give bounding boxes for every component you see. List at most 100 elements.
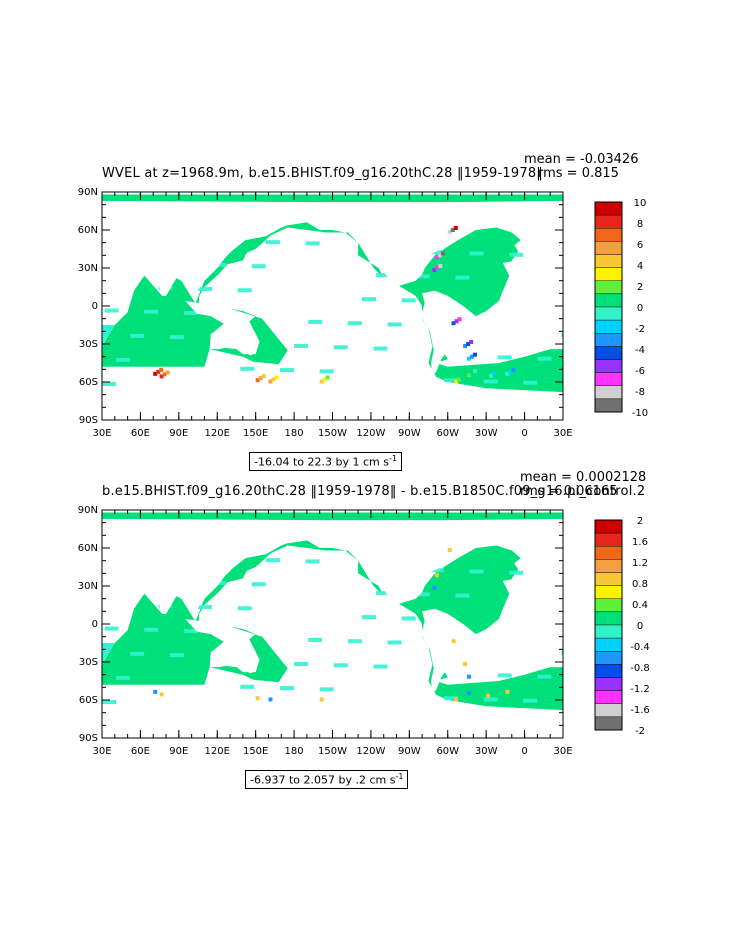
ocean-basin	[102, 540, 563, 711]
hotspot-mark	[486, 693, 491, 698]
ocean-texture	[443, 696, 458, 701]
lon-label: 30E	[553, 428, 572, 439]
lat-label: 90N	[78, 187, 98, 198]
ocean-texture	[361, 297, 376, 302]
ocean-texture	[265, 240, 280, 245]
range-text: -6.937 to 2.057 by .2 cm s	[250, 773, 396, 787]
ocean-texture	[104, 308, 119, 313]
colorbar-label: 0	[637, 621, 643, 632]
colorbar-swatch	[594, 201, 623, 216]
land-mask	[185, 618, 218, 635]
panel-difference: b.e15.BHIST.f09_g16.20thC.28 ‖1959-1978‖…	[0, 468, 733, 789]
ocean-texture	[469, 251, 484, 256]
ocean-texture	[130, 333, 145, 338]
ocean-texture	[361, 615, 376, 620]
colorbar-swatch	[594, 532, 623, 547]
hotspot-mark	[489, 373, 494, 378]
ocean-field	[102, 194, 563, 420]
lon-label: 90E	[169, 428, 188, 439]
lat-label: 30S	[79, 339, 98, 350]
hotspot-mark	[447, 548, 452, 552]
ocean-texture	[537, 356, 552, 361]
land-mask	[306, 214, 455, 286]
lat-label: 30N	[78, 581, 98, 592]
ocean-texture	[333, 345, 348, 350]
ocean-texture	[294, 662, 309, 666]
lat-label: 30S	[79, 657, 98, 668]
ocean-texture	[455, 275, 470, 280]
lon-label: 30E	[92, 428, 111, 439]
colorbar-swatch	[594, 637, 623, 652]
lat-label: 60N	[78, 543, 98, 554]
ocean-texture	[130, 651, 145, 656]
colorbar-label: -8	[635, 387, 645, 398]
colorbar-swatch	[594, 651, 623, 665]
ocean-texture	[373, 664, 388, 669]
colorbar-label: 2	[637, 282, 643, 293]
ocean-texture	[251, 264, 266, 269]
hotspot-mark	[463, 662, 468, 666]
land-mask	[434, 520, 499, 548]
colorbar-swatch	[594, 293, 623, 308]
lon-label: 30W	[475, 428, 498, 439]
colorbar-swatch	[594, 333, 623, 347]
lat-label: 90N	[78, 505, 98, 516]
lon-label: 60E	[131, 746, 150, 757]
hotspot-mark	[438, 264, 443, 268]
ocean-texture	[319, 687, 334, 692]
lat-label: 60S	[79, 695, 98, 706]
colorbar-swatch	[594, 559, 623, 573]
hotspot-mark	[447, 230, 452, 234]
ocean-texture	[279, 686, 294, 691]
colorbar-label: 6	[637, 240, 643, 251]
hotspot-mark	[472, 369, 477, 374]
ocean-texture	[509, 570, 524, 575]
land-mask	[102, 705, 563, 738]
lon-label: 60W	[436, 746, 459, 757]
hotspot-mark	[319, 697, 324, 702]
hotspot-mark	[454, 379, 459, 384]
land-mask	[102, 530, 301, 614]
lat-label: 0	[92, 619, 98, 630]
colorbar-frame	[594, 519, 623, 731]
ocean-texture	[483, 379, 498, 384]
ocean-texture	[183, 629, 198, 634]
hotspot-mark	[466, 674, 471, 679]
colorbar-swatch	[594, 214, 623, 229]
land-mask	[502, 577, 563, 668]
land-mask	[209, 319, 260, 356]
lat-label: 60S	[79, 377, 98, 388]
ocean-texture	[265, 558, 280, 563]
hotspot-mark	[460, 375, 465, 380]
colorbar-label: -2	[635, 324, 645, 335]
hotspot-mark	[505, 371, 510, 376]
lon-label: 60E	[131, 428, 150, 439]
lon-label: 180	[285, 746, 304, 757]
hotspot-mark	[271, 377, 276, 382]
colorbar-swatch	[594, 306, 623, 321]
hotspot-mark	[486, 375, 491, 380]
lon-label: 30E	[92, 746, 111, 757]
colorbar-swatch	[594, 385, 623, 400]
ocean-texture	[144, 627, 159, 632]
ocean-texture	[401, 298, 416, 303]
lon-label: 120E	[205, 746, 230, 757]
hotspot-mark	[153, 371, 158, 376]
hotspot-mark	[469, 354, 474, 359]
hotspot-mark	[156, 369, 161, 374]
hotspot-mark	[165, 370, 170, 375]
lon-label: 120W	[356, 746, 385, 757]
lon-label: 60W	[436, 428, 459, 439]
hotspot-mark	[454, 319, 459, 324]
ocean-texture	[333, 663, 348, 668]
land-mask	[102, 520, 563, 527]
lon-label: 0	[521, 428, 527, 439]
land-mask	[306, 532, 455, 604]
colorbar-label: 0.8	[632, 579, 648, 590]
colorbar-swatch	[594, 280, 623, 295]
ocean-texture	[483, 697, 498, 702]
hotspot-mark	[153, 689, 158, 694]
land-mask	[185, 300, 218, 317]
hotspot-mark	[469, 340, 474, 344]
rms-value: rms = 0.06165	[520, 484, 618, 499]
